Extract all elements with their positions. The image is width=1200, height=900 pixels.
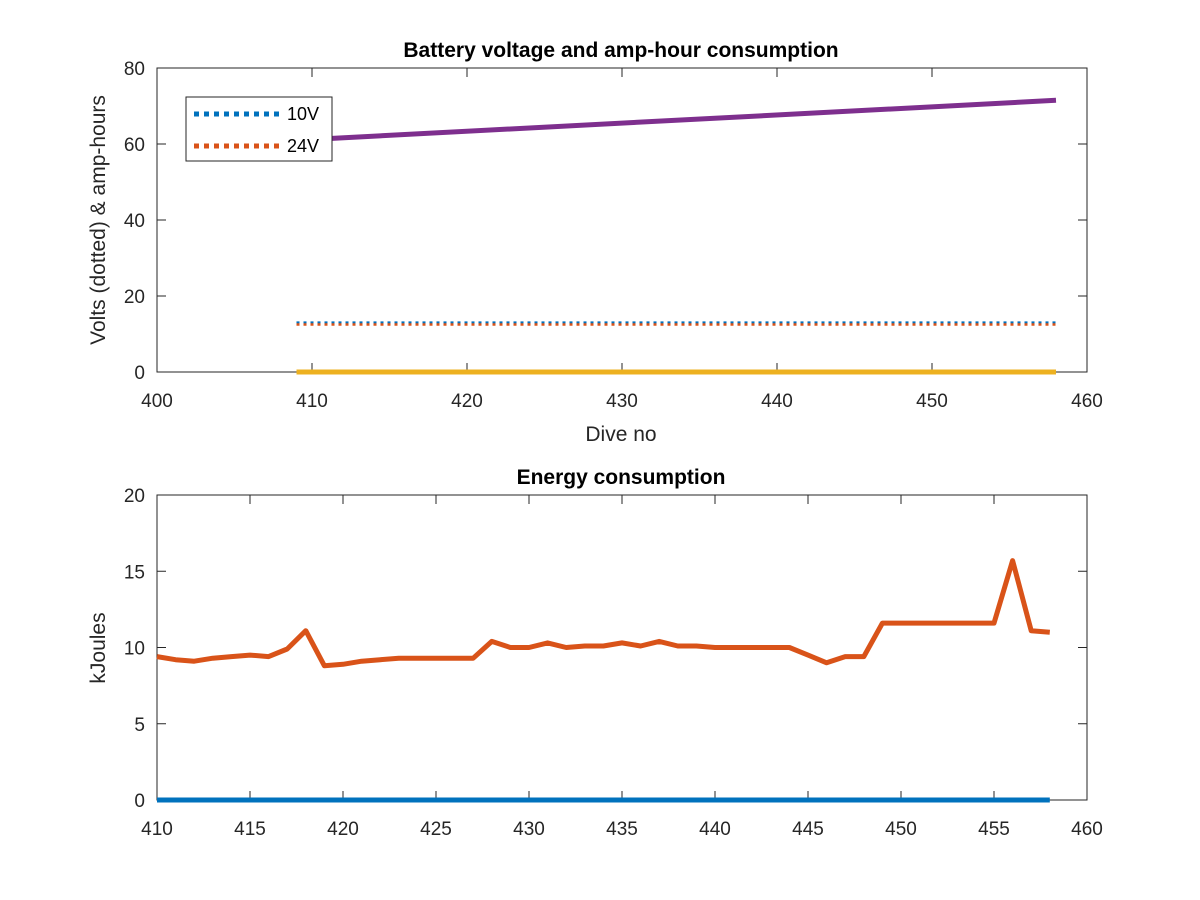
battery-x-tick-label: 430 — [606, 391, 638, 412]
battery-x-axis-label: Dive no — [585, 423, 656, 446]
battery-legend: 10V 24V — [185, 96, 333, 162]
energy-y-tick-label: 10 — [124, 639, 145, 660]
energy-x-tick-label: 440 — [699, 819, 731, 840]
energy-x-tick-label: 455 — [978, 819, 1010, 840]
energy-x-tick-label: 450 — [885, 819, 917, 840]
legend-label-10v: 10V — [287, 104, 319, 124]
energy-x-tick-label: 415 — [234, 819, 266, 840]
energy-y-tick-label: 0 — [134, 791, 145, 812]
battery-y-axis-label: Volts (dotted) & amp-hours — [87, 95, 110, 345]
energy-x-tick-label: 435 — [606, 819, 638, 840]
energy-plot: Energy consumption 410 415 420 425 430 435 440… — [87, 466, 1103, 840]
energy-y-tick-label: 5 — [134, 715, 145, 736]
energy-x-tick-label: 445 — [792, 819, 824, 840]
energy-plot-title: Energy consumption — [517, 466, 726, 489]
energy-series-line-0 — [156, 558, 1051, 669]
energy-x-tick-label: 460 — [1071, 819, 1103, 840]
battery-series-line-2 — [296, 97, 1057, 143]
battery-x-tick-label: 460 — [1071, 391, 1103, 412]
battery-y-tick-label: 40 — [124, 211, 145, 232]
battery-y-tick-label: 0 — [134, 363, 145, 384]
battery-x-tick-label: 420 — [451, 391, 483, 412]
energy-y-ticks: 0 5 10 15 20 — [124, 486, 1087, 812]
battery-y-tick-label: 80 — [124, 59, 145, 80]
energy-y-tick-label: 15 — [124, 562, 145, 583]
battery-series — [296, 97, 1057, 375]
battery-y-tick-label: 60 — [124, 135, 145, 156]
energy-x-tick-label: 425 — [420, 819, 452, 840]
battery-plot-title: Battery voltage and amp-hour consumption — [403, 39, 838, 62]
energy-series — [156, 558, 1051, 803]
battery-plot: Battery voltage and amp-hour consumption… — [87, 39, 1103, 446]
battery-x-tick-label: 400 — [141, 391, 173, 412]
energy-x-tick-label: 420 — [327, 819, 359, 840]
energy-y-tick-label: 20 — [124, 486, 145, 507]
energy-x-ticks: 410 415 420 425 430 435 440 445 450 455 460 — [141, 495, 1103, 840]
battery-y-ticks: 0 20 40 60 80 — [124, 59, 1087, 384]
energy-y-axis-label: kJoules — [87, 612, 110, 683]
energy-x-tick-label: 410 — [141, 819, 173, 840]
battery-x-ticks: 400 410 420 430 440 450 460 — [141, 68, 1103, 412]
legend-box — [185, 96, 333, 162]
battery-x-tick-label: 440 — [761, 391, 793, 412]
battery-y-tick-label: 20 — [124, 287, 145, 308]
energy-x-tick-label: 430 — [513, 819, 545, 840]
battery-x-tick-label: 450 — [916, 391, 948, 412]
battery-x-tick-label: 410 — [296, 391, 328, 412]
legend-label-24v: 24V — [287, 136, 319, 156]
